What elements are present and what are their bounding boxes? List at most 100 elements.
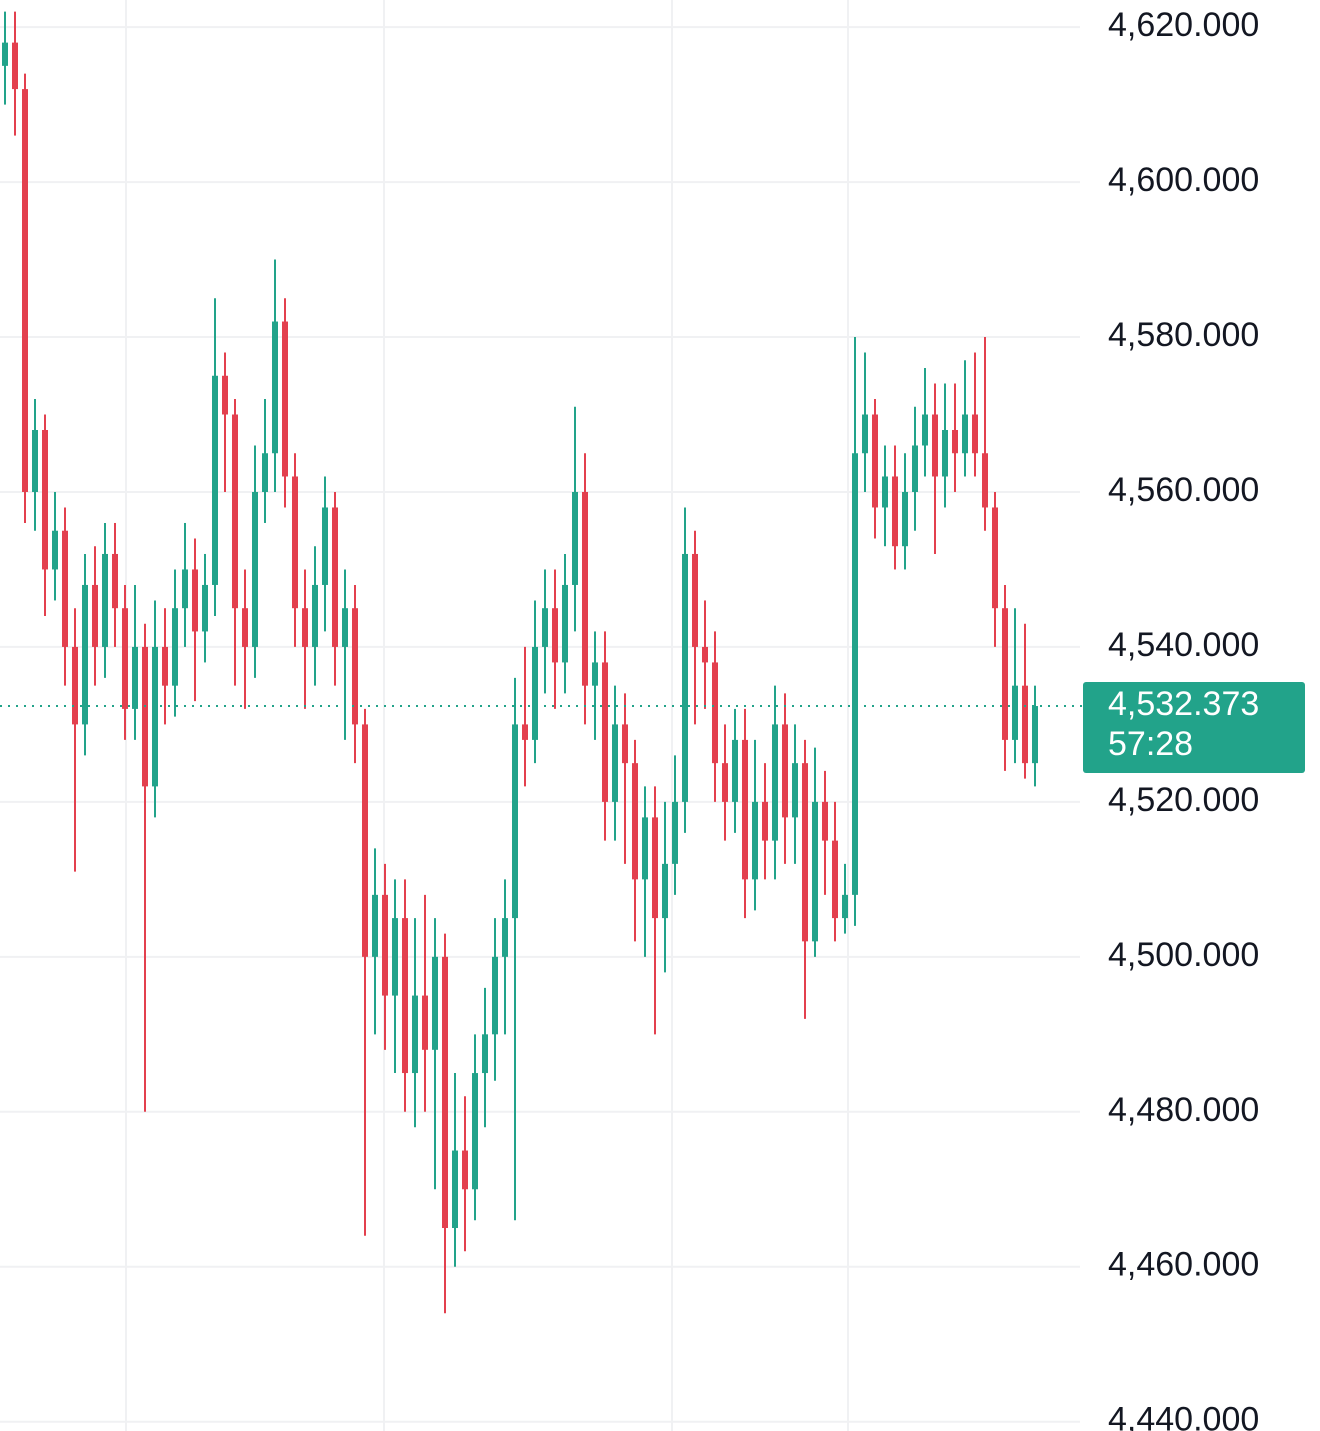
candle-body: [82, 584, 88, 725]
candle-body: [942, 429, 948, 477]
candle-body: [852, 453, 858, 895]
time-grid: [125, 0, 849, 1431]
candle-body: [682, 553, 688, 802]
candle-body: [302, 608, 308, 647]
candle-body: [422, 995, 428, 1050]
candle-body: [592, 662, 598, 686]
candle-body: [822, 801, 828, 841]
candle-body: [452, 1150, 458, 1229]
countdown: 57:28: [1108, 725, 1193, 763]
candle-body: [162, 646, 168, 686]
candle-body: [392, 918, 398, 996]
candle-body: [892, 476, 898, 547]
y-tick-label: 4,440.000: [1108, 1401, 1259, 1431]
candle-body: [862, 414, 868, 454]
candle-body: [172, 608, 178, 686]
candle-body: [812, 801, 818, 942]
candle-body: [692, 553, 698, 647]
candle-body: [702, 646, 708, 663]
candle-body: [912, 445, 918, 492]
y-tick-label: 4,480.000: [1108, 1091, 1259, 1129]
candle-body: [802, 763, 808, 942]
candle-body: [1032, 706, 1038, 764]
candle-body: [872, 414, 878, 508]
y-tick-label: 4,460.000: [1108, 1246, 1259, 1284]
candle-body: [792, 763, 798, 818]
candle-body: [442, 956, 448, 1229]
candle-body: [472, 1073, 478, 1190]
y-tick-label: 4,540.000: [1108, 626, 1259, 664]
candle-body: [662, 863, 668, 919]
candle-body: [132, 646, 138, 709]
candle-body: [62, 530, 68, 647]
candle-body: [312, 584, 318, 647]
candle-body: [352, 608, 358, 725]
candle-body: [192, 569, 198, 632]
candle-body: [632, 763, 638, 880]
candle-body: [972, 414, 978, 454]
y-tick-label: 4,560.000: [1108, 471, 1259, 509]
candle-body: [642, 817, 648, 880]
candle-body: [282, 321, 288, 477]
candle-body: [772, 724, 778, 841]
candle-body: [232, 414, 238, 609]
candle-body: [512, 724, 518, 919]
candle-body: [342, 608, 348, 647]
candle-body: [672, 801, 678, 864]
candle-body: [542, 608, 548, 647]
candle-body: [52, 530, 58, 570]
candle-body: [552, 608, 558, 663]
candle-body: [382, 894, 388, 996]
candle-body: [992, 507, 998, 609]
candle-body: [212, 375, 218, 585]
candle-body: [42, 429, 48, 570]
candle-body: [602, 662, 608, 802]
candle-body: [1022, 685, 1028, 764]
candle-body: [92, 584, 98, 647]
candle-body: [112, 553, 118, 609]
candle-body: [882, 476, 888, 508]
candle-body: [932, 414, 938, 477]
candle-body: [732, 739, 738, 802]
candle-body: [272, 321, 278, 454]
candle-body: [712, 662, 718, 764]
candle-body: [482, 1034, 488, 1074]
y-tick-label: 4,520.000: [1108, 781, 1259, 819]
candle-body: [2, 42, 8, 66]
candle-body: [742, 739, 748, 880]
candle-body: [292, 476, 298, 609]
candle-body: [262, 453, 268, 492]
candle-body: [622, 724, 628, 764]
candle-body: [122, 608, 128, 709]
candle-body: [522, 724, 528, 740]
candle-body: [432, 956, 438, 1050]
candle-body: [252, 491, 258, 647]
y-tick-label: 4,600.000: [1108, 161, 1259, 199]
candle-body: [532, 646, 538, 740]
candle-body: [572, 491, 578, 585]
candle-body: [242, 608, 248, 647]
candle-body: [492, 956, 498, 1035]
candle-body: [982, 453, 988, 508]
candle-body: [362, 724, 368, 957]
candle-body: [182, 569, 188, 609]
candle-body: [402, 918, 408, 1074]
candle-body: [922, 414, 928, 446]
candle-body: [222, 375, 228, 415]
candle-body: [752, 801, 758, 880]
candle-body: [582, 491, 588, 686]
candle-body: [22, 89, 28, 492]
candle-body: [612, 724, 618, 802]
candle-body: [902, 491, 908, 547]
candle-body: [72, 646, 78, 725]
candle-body: [102, 553, 108, 647]
candle-body: [832, 840, 838, 919]
candle-body: [562, 584, 568, 663]
y-tick-label: 4,620.000: [1108, 6, 1259, 44]
candle-body: [782, 724, 788, 818]
candle-body: [332, 507, 338, 647]
candle-body: [462, 1150, 468, 1190]
candle-body: [152, 646, 158, 787]
y-tick-label: 4,580.000: [1108, 316, 1259, 354]
